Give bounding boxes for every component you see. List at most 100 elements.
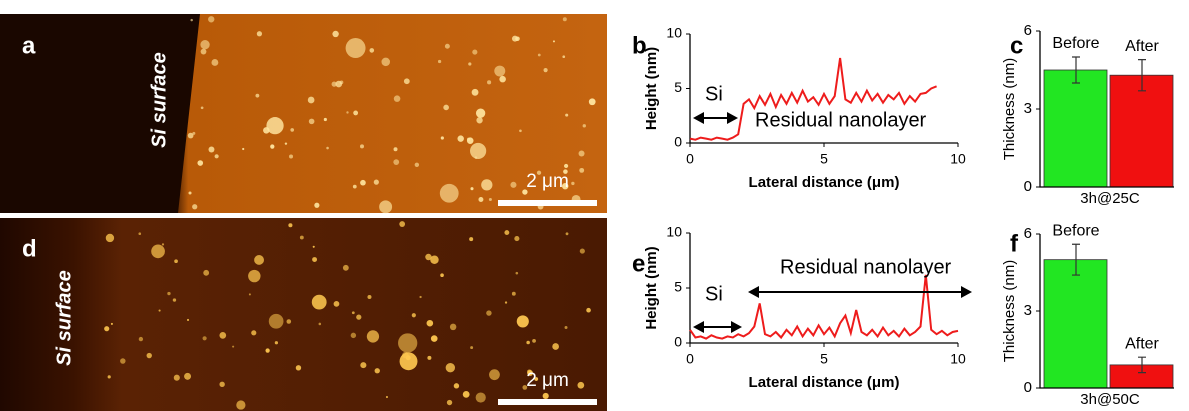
texture-spot: [159, 310, 161, 312]
texture-spot: [173, 298, 176, 301]
texture-spot: [275, 341, 278, 344]
texture-spot: [296, 365, 301, 370]
texture-spot: [265, 348, 269, 352]
texture-spot: [187, 319, 189, 321]
texture-spot: [427, 356, 431, 360]
y-tick-label: 0: [674, 334, 682, 350]
texture-spot: [469, 237, 473, 241]
texture-spot: [254, 255, 264, 265]
texture-spot: [332, 31, 338, 37]
texture-spot: [367, 330, 379, 342]
texture-spot: [138, 232, 141, 235]
arrow-head: [693, 112, 704, 124]
scale-bar: [498, 200, 597, 206]
texture-spot: [188, 191, 191, 194]
texture-spot: [309, 119, 315, 125]
texture-spot: [375, 368, 380, 373]
texture-spot: [346, 38, 366, 58]
texture-spot: [583, 124, 586, 127]
texture-spot: [470, 187, 473, 190]
texture-spot: [579, 168, 584, 173]
texture-spot: [332, 82, 337, 87]
y-tick-label: 5: [674, 79, 682, 95]
texture-spot: [565, 326, 568, 329]
texture-spot: [394, 95, 401, 102]
texture-spot: [399, 221, 405, 227]
profile-line: [690, 275, 958, 339]
texture-spot: [398, 333, 417, 352]
texture-spot: [489, 369, 500, 380]
texture-spot: [257, 31, 262, 36]
texture-spot: [526, 341, 530, 345]
texture-spot: [552, 343, 559, 350]
texture-spot: [343, 265, 349, 271]
arrow-head: [727, 112, 738, 124]
x-tick-label: 3h@50C: [1080, 391, 1140, 408]
texture-spot: [579, 150, 585, 156]
bar: [1110, 75, 1173, 187]
scale-bar-label: 2 μm: [526, 171, 569, 192]
texture-spot: [472, 89, 479, 96]
texture-spot: [404, 78, 410, 84]
texture-spot: [450, 324, 456, 330]
texture-spot: [313, 246, 315, 248]
texture-spot: [200, 40, 209, 49]
texture-spot: [308, 97, 315, 104]
texture-spot: [360, 144, 364, 148]
texture-spot: [248, 270, 260, 282]
texture-spot: [430, 256, 438, 264]
texture-spot: [326, 147, 329, 150]
texture-spot: [445, 44, 450, 49]
texture-spot: [565, 114, 568, 117]
texture-spot: [285, 142, 287, 144]
x-tick-label: 3h@25C: [1080, 190, 1140, 207]
texture-spot: [208, 147, 214, 153]
texture-spot: [346, 111, 348, 113]
texture-spot: [476, 392, 486, 402]
series-label: After: [1125, 38, 1159, 55]
texture-spot: [516, 272, 519, 275]
texture-spot: [139, 337, 143, 341]
texture-spot: [232, 346, 234, 348]
texture-spot: [440, 184, 459, 203]
bar: [1044, 70, 1107, 187]
y-tick-label: 5: [674, 279, 682, 295]
texture-spot: [510, 182, 516, 188]
texture-spot: [287, 319, 292, 324]
texture-spot: [481, 179, 492, 190]
texture-spot: [360, 362, 366, 368]
texture-spot: [577, 382, 584, 389]
annotation: Si surface: [53, 270, 75, 366]
annotation: Residual nanolayer: [755, 109, 927, 131]
texture-spot: [192, 132, 195, 135]
texture-spot: [353, 111, 358, 116]
texture-spot: [192, 204, 197, 209]
panel-label: a: [22, 32, 36, 59]
texture-spot: [504, 230, 509, 235]
texture-spot: [386, 396, 388, 398]
annotation: Si surface: [148, 52, 170, 148]
annotation: Residual nanolayer: [780, 256, 952, 278]
texture-spot: [427, 320, 434, 327]
texture-spot: [454, 383, 459, 388]
texture-spot: [236, 400, 245, 409]
texture-spot: [476, 117, 482, 123]
texture-spot: [470, 346, 473, 349]
texture-spot: [476, 108, 485, 117]
texture-spot: [586, 308, 591, 313]
arrow-head: [961, 286, 972, 298]
figure: aSi surface2 μmb05100510Lateral distance…: [0, 0, 1189, 411]
texture-spot: [174, 375, 180, 381]
texture-spot: [312, 257, 317, 262]
texture-spot: [251, 330, 256, 335]
y-tick-label: 3: [1024, 100, 1032, 117]
texture-spot: [571, 182, 574, 185]
texture-spot: [543, 393, 549, 399]
x-tick-label: 10: [950, 351, 966, 367]
texture-spot: [356, 315, 361, 320]
texture-spot: [351, 333, 356, 338]
arrow-head: [731, 321, 742, 333]
texture-spot: [147, 353, 152, 358]
texture-spot: [108, 375, 111, 378]
texture-spot: [162, 243, 164, 245]
